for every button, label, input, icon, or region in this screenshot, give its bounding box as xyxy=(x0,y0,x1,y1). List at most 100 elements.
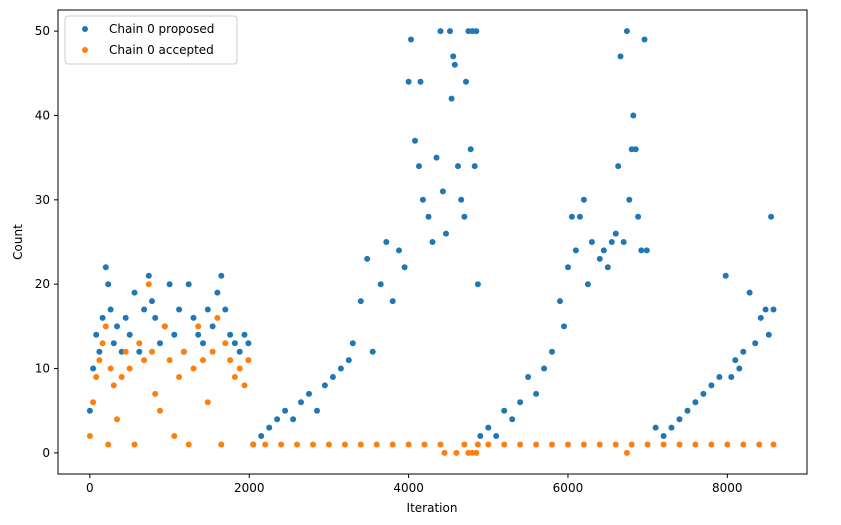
proposed-point xyxy=(471,163,478,170)
accepted-point xyxy=(214,314,221,321)
accepted-point xyxy=(93,374,100,380)
accepted-point xyxy=(99,340,106,347)
proposed-point xyxy=(660,433,667,439)
accepted-point xyxy=(310,441,316,448)
accepted-point xyxy=(102,323,109,330)
proposed-point xyxy=(114,323,120,330)
proposed-point xyxy=(549,348,555,355)
proposed-point xyxy=(561,323,567,330)
accepted-point xyxy=(474,441,481,448)
proposed-point xyxy=(620,239,627,245)
accepted-point xyxy=(157,407,163,414)
proposed-point xyxy=(190,314,197,321)
accepted-point xyxy=(122,348,129,355)
proposed-point xyxy=(369,348,376,355)
proposed-point xyxy=(604,264,611,271)
proposed-point xyxy=(298,399,304,406)
proposed-point xyxy=(171,331,178,338)
accepted-point xyxy=(185,441,192,448)
proposed-point xyxy=(357,298,364,305)
accepted-point xyxy=(278,441,285,448)
legend-marker-proposed xyxy=(82,26,88,32)
proposed-point xyxy=(136,348,143,355)
proposed-point xyxy=(86,407,93,414)
proposed-point xyxy=(176,306,183,313)
proposed-point xyxy=(608,239,615,245)
proposed-point xyxy=(732,357,739,364)
proposed-point xyxy=(417,78,424,85)
accepted-point xyxy=(740,441,747,448)
proposed-point xyxy=(149,298,155,305)
accepted-point xyxy=(180,348,187,355)
proposed-point xyxy=(349,340,356,347)
accepted-point xyxy=(96,357,103,364)
accepted-point xyxy=(250,441,257,448)
accepted-point xyxy=(105,441,112,448)
proposed-point xyxy=(455,163,461,170)
legend-label-proposed: Chain 0 proposed xyxy=(109,22,214,36)
proposed-point xyxy=(408,36,414,43)
proposed-point xyxy=(314,407,320,414)
proposed-point xyxy=(740,348,747,355)
accepted-point xyxy=(549,441,555,448)
proposed-point xyxy=(643,247,650,254)
proposed-point xyxy=(122,314,129,321)
accepted-point xyxy=(453,449,460,456)
accepted-point xyxy=(195,323,202,330)
accepted-point xyxy=(136,340,143,347)
proposed-point xyxy=(266,424,273,431)
y-axis-label: Count xyxy=(11,224,25,260)
x-tick-label: 4000 xyxy=(393,481,424,495)
accepted-point xyxy=(517,441,524,448)
accepted-point xyxy=(200,357,206,364)
data-marks xyxy=(86,28,777,456)
proposed-point xyxy=(447,28,453,35)
proposed-point xyxy=(474,281,481,288)
proposed-point xyxy=(145,272,152,279)
proposed-point xyxy=(209,323,216,330)
proposed-point xyxy=(416,163,422,170)
x-tick-label: 8000 xyxy=(712,481,743,495)
accepted-point xyxy=(756,441,763,448)
proposed-point xyxy=(126,331,133,338)
accepted-point xyxy=(461,441,468,448)
accepted-point xyxy=(241,382,248,389)
proposed-point xyxy=(700,390,707,397)
legend-box xyxy=(64,15,238,65)
y-tick-label: 30 xyxy=(35,193,50,207)
proposed-point xyxy=(765,331,772,338)
proposed-point xyxy=(99,314,106,321)
accepted-point xyxy=(692,441,699,448)
accepted-point xyxy=(441,449,448,456)
accepted-point xyxy=(107,365,114,372)
accepted-point xyxy=(660,441,667,448)
proposed-point xyxy=(93,331,100,338)
proposed-point xyxy=(337,365,344,372)
accepted-point xyxy=(357,441,364,448)
accepted-point xyxy=(724,441,731,448)
proposed-point xyxy=(623,28,630,35)
proposed-point xyxy=(200,340,206,347)
proposed-point xyxy=(231,340,238,347)
proposed-point xyxy=(617,53,624,60)
proposed-point xyxy=(437,28,444,35)
proposed-point xyxy=(708,382,715,389)
proposed-point xyxy=(632,146,639,153)
accepted-point xyxy=(222,340,229,347)
proposed-point xyxy=(90,365,97,372)
accepted-point xyxy=(227,357,234,364)
proposed-point xyxy=(425,213,432,220)
proposed-point xyxy=(306,390,312,397)
accepted-point xyxy=(341,441,348,448)
accepted-point xyxy=(473,449,480,456)
accepted-point xyxy=(118,374,125,380)
proposed-point xyxy=(509,416,516,423)
proposed-point xyxy=(728,374,735,380)
accepted-point xyxy=(676,441,683,448)
accepted-point xyxy=(421,441,428,448)
legend: Chain 0 proposed Chain 0 accepted xyxy=(64,15,238,65)
accepted-point xyxy=(190,365,197,372)
accepted-point xyxy=(373,441,380,448)
accepted-point xyxy=(485,441,492,448)
proposed-point xyxy=(241,331,248,338)
